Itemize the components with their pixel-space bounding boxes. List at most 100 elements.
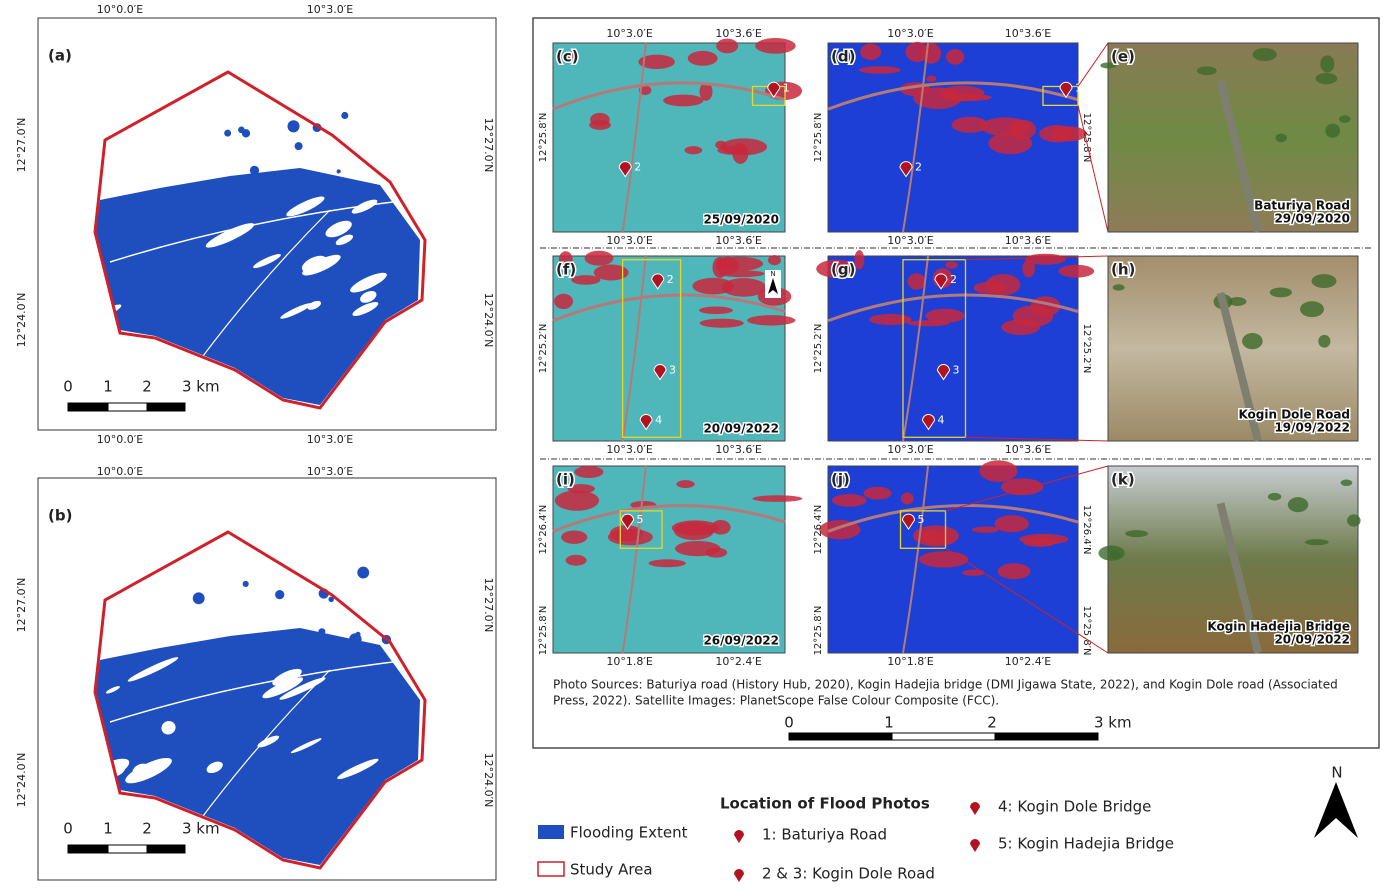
vegetation (974, 282, 1006, 294)
scale-label: 1 (884, 714, 894, 732)
latitude-label: 12°25.2′N (813, 324, 824, 374)
vegetation (998, 563, 1031, 579)
panel-label: (d) (831, 48, 855, 66)
figure: (a)10°0.0′E10°3.0′E10°0.0′E10°3.0′E12°27… (0, 0, 1389, 892)
vegetation (832, 494, 867, 507)
panel-label: (f) (556, 261, 576, 279)
scale-bar (892, 733, 995, 740)
tree (1341, 480, 1353, 486)
longitude-label: 10°3.0′E (606, 234, 652, 247)
vegetation (994, 515, 1029, 532)
tree (1268, 493, 1281, 501)
marker-label: 2 (634, 161, 641, 174)
vegetation (864, 487, 892, 500)
vegetation (981, 117, 1029, 136)
vegetation (923, 531, 935, 542)
marker-label: 2 (667, 273, 674, 286)
vegetation (945, 261, 958, 268)
vegetation (685, 146, 703, 154)
longitude-label: 10°3.6′E (715, 27, 761, 40)
longitude-label: 10°0.0′E (97, 433, 143, 446)
marker-label: 5 (918, 513, 925, 526)
vegetation (663, 95, 703, 107)
tree (1098, 546, 1124, 561)
latitude-label: 12°24.0′N (482, 753, 495, 808)
vegetation (753, 495, 803, 502)
flood-patch (242, 129, 250, 137)
flood-patch (356, 632, 361, 637)
vegetation (561, 530, 587, 543)
latitude-label: 12°26.4′N (813, 505, 824, 555)
tree (1305, 539, 1329, 545)
latitude-label: 12°24.0′N (15, 293, 28, 348)
legend-label: 5: Kogin Hadejia Bridge (998, 835, 1174, 853)
scale-bar (789, 733, 892, 740)
tree (1288, 497, 1308, 512)
marker-label: 2 (915, 161, 922, 174)
sources-text: Photo Sources: Baturiya road (History Hu… (553, 678, 1338, 692)
vegetation (1019, 534, 1068, 545)
flood-patch (275, 590, 284, 599)
scale-label: 0 (63, 820, 73, 838)
vegetation (715, 141, 726, 149)
longitude-label: 10°3.6′E (715, 234, 761, 247)
vegetation (768, 255, 781, 265)
vegetation (901, 493, 914, 505)
panel-label: (j) (831, 471, 850, 489)
panel-label: (k) (1111, 471, 1135, 489)
vegetation (585, 251, 614, 266)
vegetation (590, 113, 610, 126)
longitude-label: 10°2.4′E (715, 655, 761, 668)
tree (1228, 297, 1246, 306)
latitude-label: 12°25.8′N (813, 606, 824, 656)
scale-label: 3 km (182, 378, 220, 396)
vegetation (699, 306, 733, 314)
longitude-label: 10°2.4′E (1005, 655, 1051, 668)
longitude-label: 10°3.0′E (887, 443, 933, 456)
longitude-label: 10°3.6′E (1005, 234, 1051, 247)
vegetation (649, 559, 686, 567)
tree (1325, 124, 1340, 138)
longitude-label: 10°0.0′E (97, 465, 143, 478)
vegetation (574, 466, 603, 478)
tree (1339, 115, 1351, 122)
vegetation (1025, 254, 1066, 265)
photo-caption: 20/09/2022 (1274, 633, 1350, 647)
longitude-label: 10°3.0′E (887, 27, 933, 40)
longitude-label: 10°3.0′E (307, 433, 353, 446)
scale-label: 0 (63, 378, 73, 396)
photo-caption: Kogin Hadejia Bridge (1207, 620, 1350, 634)
tree (1320, 55, 1334, 72)
panel-label: (h) (1111, 261, 1135, 279)
flood-patch (341, 112, 348, 119)
latitude-label: 12°25.2′N (538, 324, 549, 374)
flood-patch (224, 130, 231, 137)
image-panel: 526/09/202210°1.8′E10°2.4′E12°26.4′N12°2… (538, 466, 802, 668)
scale-label: 1 (103, 378, 113, 396)
flood-patch (250, 166, 259, 175)
scale-label: 2 (142, 820, 152, 838)
legend-label: 4: Kogin Dole Bridge (998, 798, 1151, 816)
tree (1300, 301, 1324, 317)
latitude-label: 12°25.8′N (538, 606, 549, 656)
panel-label: (c) (556, 48, 579, 66)
latitude-label: 12°26.4′N (1081, 505, 1092, 555)
vegetation (940, 86, 985, 101)
scale-label: 2 (987, 714, 997, 732)
marker-label: 3 (953, 364, 960, 377)
scale-bar (995, 733, 1098, 740)
scale-bar (68, 403, 108, 411)
north-label: N (770, 270, 775, 278)
panel-label: (e) (1111, 48, 1135, 66)
scale-label: 2 (142, 378, 152, 396)
vegetation (962, 569, 984, 575)
vegetation (908, 320, 950, 326)
latitude-label: 12°25.8′N (813, 113, 824, 163)
tree (1312, 274, 1337, 288)
photo-caption: Baturiya Road (1254, 199, 1350, 213)
longitude-label: 10°1.8′E (887, 655, 933, 668)
image-date: 20/09/2022 (703, 422, 779, 436)
vegetation (554, 294, 573, 309)
latitude-label: 12°25.8′N (1081, 606, 1092, 656)
